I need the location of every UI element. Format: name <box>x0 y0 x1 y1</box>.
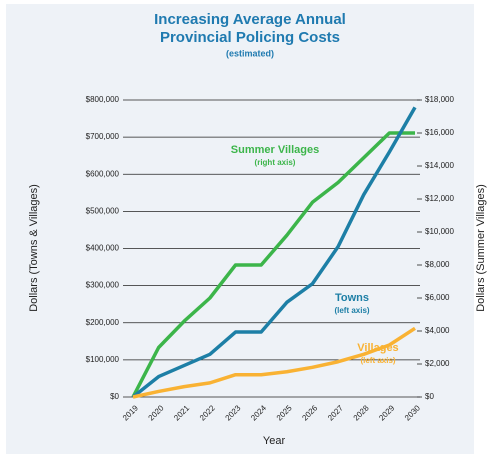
y-tick-label: $300,000 <box>86 281 120 290</box>
series-line <box>131 131 415 398</box>
y2-tick-label: $10,000 <box>425 227 454 236</box>
y-axis-label: Dollars (Towns & Villages) <box>28 184 40 312</box>
chart-title: Increasing Average Annual <box>154 11 346 28</box>
y2-tick-label: $14,000 <box>425 161 454 170</box>
annotation-note: (left axis) <box>334 306 369 315</box>
y2-tick-label: $8,000 <box>425 260 450 269</box>
chart-subtitle: (estimated) <box>226 48 274 58</box>
y-tick-label: $500,000 <box>86 206 120 215</box>
annotation-note: (right axis) <box>255 158 296 167</box>
series-line <box>132 326 416 399</box>
y2-tick-label: $2,000 <box>425 359 450 368</box>
y2-tick-label: $6,000 <box>425 293 450 302</box>
y2-axis-label: Dollars (Summer Villages) <box>475 184 487 312</box>
y-tick-label: $400,000 <box>86 244 120 253</box>
y-tick-label: $100,000 <box>86 355 120 364</box>
annotation: Summer Villages <box>231 144 319 156</box>
y2-tick-label: $18,000 <box>425 95 454 104</box>
y-tick-label: $200,000 <box>86 318 120 327</box>
panel <box>6 4 474 454</box>
y2-tick-label: $0 <box>425 392 434 401</box>
annotation-note: (left axis) <box>360 356 395 365</box>
y-tick-label: $0 <box>110 392 119 401</box>
y2-tick-label: $12,000 <box>425 194 454 203</box>
y2-tick-label: $4,000 <box>425 326 450 335</box>
y-tick-label: $700,000 <box>86 132 120 141</box>
y-tick-label: $600,000 <box>86 169 120 178</box>
series-line <box>131 106 417 399</box>
annotation: Villages <box>357 342 398 354</box>
y2-tick-label: $16,000 <box>425 128 454 137</box>
x-axis-label: Year <box>263 435 286 447</box>
annotation: Towns <box>335 292 369 304</box>
y-tick-label: $800,000 <box>86 95 120 104</box>
chart-title: Provincial Policing Costs <box>160 29 340 46</box>
